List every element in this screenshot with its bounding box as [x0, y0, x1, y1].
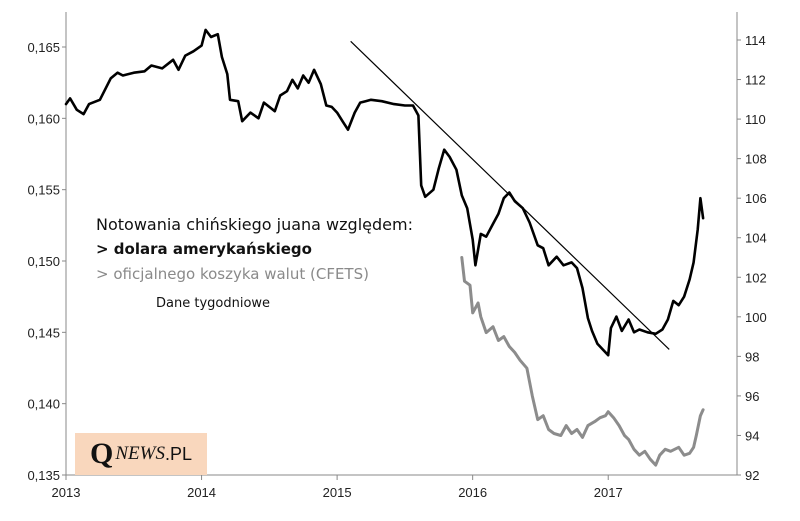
left-tick-label: 0,145: [27, 325, 60, 340]
legend-title: Notowania chińskiego juana względem:: [96, 215, 413, 234]
x-tick-label: 2016: [458, 485, 487, 500]
right-tick-label: 106: [745, 191, 767, 206]
x-tick-label: 2015: [323, 485, 352, 500]
series-layer: [64, 28, 705, 467]
series-line-cfets: [460, 256, 705, 467]
right-tick-label: 94: [745, 428, 759, 443]
left-tick-label: 0,135: [27, 468, 60, 483]
left-tick-label: 0,140: [27, 397, 60, 412]
logo-domain: .PL: [164, 443, 192, 464]
logo-news: NEWS: [115, 443, 165, 464]
right-tick-label: 98: [745, 349, 759, 364]
x-tick-label: 2013: [52, 485, 81, 500]
right-tick-label: 104: [745, 231, 767, 246]
right-tick-label: 110: [745, 112, 766, 127]
x-tick-label: 2017: [594, 485, 623, 500]
right-axis-ticks: 92 94 96 98 100 102 104 106 108 110 112 114: [737, 33, 767, 483]
right-tick-label: 92: [745, 468, 759, 483]
left-tick-label: 0,160: [27, 111, 60, 126]
right-tick-label: 114: [745, 33, 766, 48]
left-tick-label: 0,165: [27, 40, 60, 55]
legend-cfets-series: > oficjalnego koszyka walut (CFETS): [96, 265, 369, 283]
right-tick-label: 100: [745, 310, 767, 325]
left-tick-label: 0,150: [27, 254, 60, 269]
x-axis-ticks: 2013 2014 2015 2016 2017: [52, 475, 623, 500]
qnews-logo: Q NEWS .PL: [75, 433, 207, 475]
right-tick-label: 112: [745, 73, 766, 88]
chart-axes: [65, 12, 738, 476]
data-frequency-note: Dane tygodniowe: [156, 296, 271, 311]
series-line-usd: [64, 28, 705, 357]
right-tick-label: 102: [745, 270, 767, 285]
left-tick-label: 0,155: [27, 183, 60, 198]
left-axis-ticks: 0,135 0,140 0,145 0,150 0,155 0,160 0,165: [27, 40, 66, 483]
legend-usd-series: > dolara amerykańskiego: [96, 240, 312, 258]
right-tick-label: 108: [745, 152, 767, 167]
right-tick-label: 96: [745, 389, 759, 404]
x-tick-label: 2014: [187, 485, 216, 500]
logo-q: Q: [90, 437, 114, 470]
